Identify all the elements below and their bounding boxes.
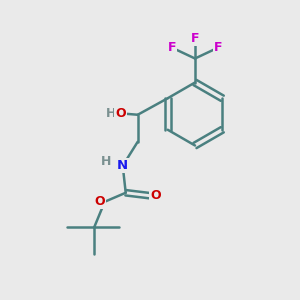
Text: O: O bbox=[94, 195, 105, 208]
Text: H: H bbox=[106, 107, 116, 120]
Text: H: H bbox=[101, 155, 111, 168]
Text: F: F bbox=[214, 41, 222, 54]
Text: O: O bbox=[150, 189, 161, 202]
Text: O: O bbox=[115, 107, 126, 120]
Text: N: N bbox=[117, 159, 128, 172]
Text: F: F bbox=[168, 41, 176, 54]
Text: F: F bbox=[191, 32, 199, 45]
